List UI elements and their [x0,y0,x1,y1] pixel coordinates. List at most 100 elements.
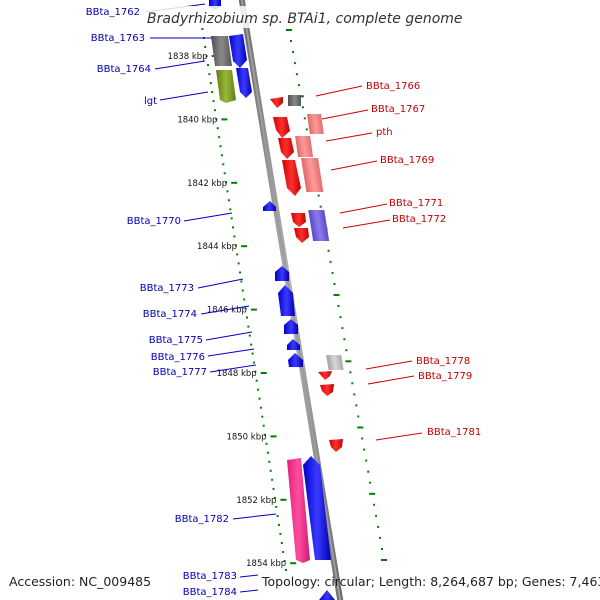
ruler-dot [253,361,255,364]
ruler-dot [265,442,268,445]
ruler-dot [266,451,269,454]
gene-feature-bbta-1767[interactable] [273,117,290,138]
ruler-dot [333,283,336,285]
gene-feature-bbta-1775[interactable] [284,319,298,334]
gene-label-bbta-1775[interactable]: BBta_1775 [149,335,203,346]
gene-feature-bbta-1770[interactable] [263,201,276,211]
ruler-dot [225,181,228,184]
ruler-dot [283,560,286,562]
gene-label-bbta-1773[interactable]: BBta_1773 [140,283,194,294]
gene-label-pth[interactable]: pth [376,127,393,138]
gene-feature-bbta-1764[interactable] [216,70,236,103]
gene-label-lgt[interactable]: lgt [144,96,157,107]
gene-label-bbta-1763[interactable]: BBta_1763 [91,33,145,44]
gene-feature-bbta-1777[interactable] [288,353,303,367]
ruler-dot [331,271,334,274]
gene-label-bbta-1766[interactable]: BBta_1766 [366,81,420,92]
gene-feature-bbta-1781[interactable] [329,439,343,452]
ruler-dot [261,415,264,418]
ruler-dot [229,208,232,211]
gene-feature-bbta-1777-pseudo[interactable] [326,355,344,370]
ruler-dot [264,433,267,436]
gene-feature-bbta-1776[interactable] [287,339,300,350]
gene-label-bbta-1777[interactable]: BBta_1777 [153,367,207,378]
ruler-dot [218,136,221,139]
ruler-dot [365,459,368,462]
ruler-dot [212,100,215,103]
ruler-dot [349,371,352,374]
ruler-dot [207,64,209,67]
kbp-tick-mark [290,562,297,565]
kbp-tick-mark [260,372,267,374]
forward-strand-features [209,0,344,600]
gene-label-bbta-1774[interactable]: BBta_1774 [143,309,197,320]
gene-label-bbta-1776[interactable]: BBta_1776 [151,352,205,363]
gene-label-bbta-1783[interactable]: BBta_1783 [183,571,237,582]
gene-label-bbta-1769[interactable]: BBta_1769 [380,155,434,166]
kbp-tick-mark [270,435,277,438]
gene-feature-bbta-1766[interactable] [270,97,283,108]
gene-label-bbta-1778[interactable]: BBta_1778 [416,356,470,367]
ruler-dot [216,127,219,130]
kbp-tick-label: 1838 kbp [168,52,208,62]
gene-label-bbta-1762[interactable]: BBta_1762 [86,7,140,18]
ruler-dot [233,235,236,238]
ruler-dot [319,205,322,208]
gene-label-bbta-1782[interactable]: BBta_1782 [175,514,229,525]
ruler-dot [357,426,364,429]
ruler-dot [251,352,254,355]
gene-feature-bbta-1767-salmon[interactable] [307,114,324,134]
gene-feature-bbta-1774[interactable] [278,285,295,316]
ruler-dot [220,154,223,157]
gene-feature-bbta-1772-purple[interactable] [308,210,330,241]
gene-feature-bbta-1782[interactable] [287,458,310,563]
ruler-dot [232,226,234,229]
ruler-dot [357,415,360,418]
kbp-ruler: 1838 kbp 1840 kbp 1842 kbp 1844 kbp 1846 kbp… [168,52,297,569]
gene-feature-bbta-1784[interactable] [319,590,335,600]
gene-feature-bbta-1763[interactable] [211,36,232,66]
ruler-dot [248,334,251,337]
accession-text: Accession: NC_009485 [9,574,151,589]
gene-feature-bbta-1778[interactable] [318,371,332,380]
gene-feature-bbta-1772[interactable] [294,228,309,243]
gene-label-bbta-1772[interactable]: BBta_1772 [392,214,446,225]
ruler-dot [303,117,306,120]
gene-feature-bbta-1764-arrow[interactable] [236,68,252,98]
ruler-dot [341,327,344,330]
ruler-dot [345,349,348,352]
gene-label-bbta-1767[interactable]: BBta_1767 [371,104,425,115]
gene-feature-bbta-1769[interactable] [282,160,301,196]
kbp-tick-mark [241,245,248,248]
gene-label-bbta-1781[interactable]: BBta_1781 [427,427,481,438]
gene-feature-bbta-1763-arrow[interactable] [229,34,247,68]
gene-feature-bbta-1779[interactable] [320,384,334,396]
gene-label-bbta-1771[interactable]: BBta_1771 [389,198,443,209]
gene-feature-bbta-1771[interactable] [291,213,306,227]
gene-feature-pth[interactable] [278,138,294,159]
gene-feature-bbta-1769-salmon[interactable] [301,158,324,192]
gene-label-bbta-1784[interactable]: BBta_1784 [183,587,237,598]
ruler-dot [213,109,216,112]
ruler-dot [286,29,292,31]
ruler-dot [375,514,378,517]
ruler-dot [215,118,218,121]
ruler-dot [247,325,250,328]
gene-feature-bbta-1782-arrow[interactable] [303,456,331,560]
ruler-dot [377,525,380,528]
ruler-dot [363,448,366,451]
gene-label-bbta-1779[interactable]: BBta_1779 [418,371,472,382]
ruler-dot [345,360,352,363]
outer-ruler-dots [200,19,287,571]
gene-feature-bbta-1773[interactable] [275,266,289,281]
ruler-dot [204,46,207,48]
genome-summary-text: Topology: circular; Length: 8,264,687 bp… [261,574,600,589]
ruler-dot [240,280,243,283]
ruler-dot [208,73,211,76]
ruler-dot [329,260,332,263]
gene-feature-pth-salmon[interactable] [295,136,314,157]
gene-feature-bbta-1766-gray[interactable] [288,95,301,106]
gene-label-bbta-1764[interactable]: BBta_1764 [97,64,151,75]
kbp-tick-label: 1854 kbp [246,559,286,569]
gene-label-bbta-1770[interactable]: BBta_1770 [127,216,181,227]
